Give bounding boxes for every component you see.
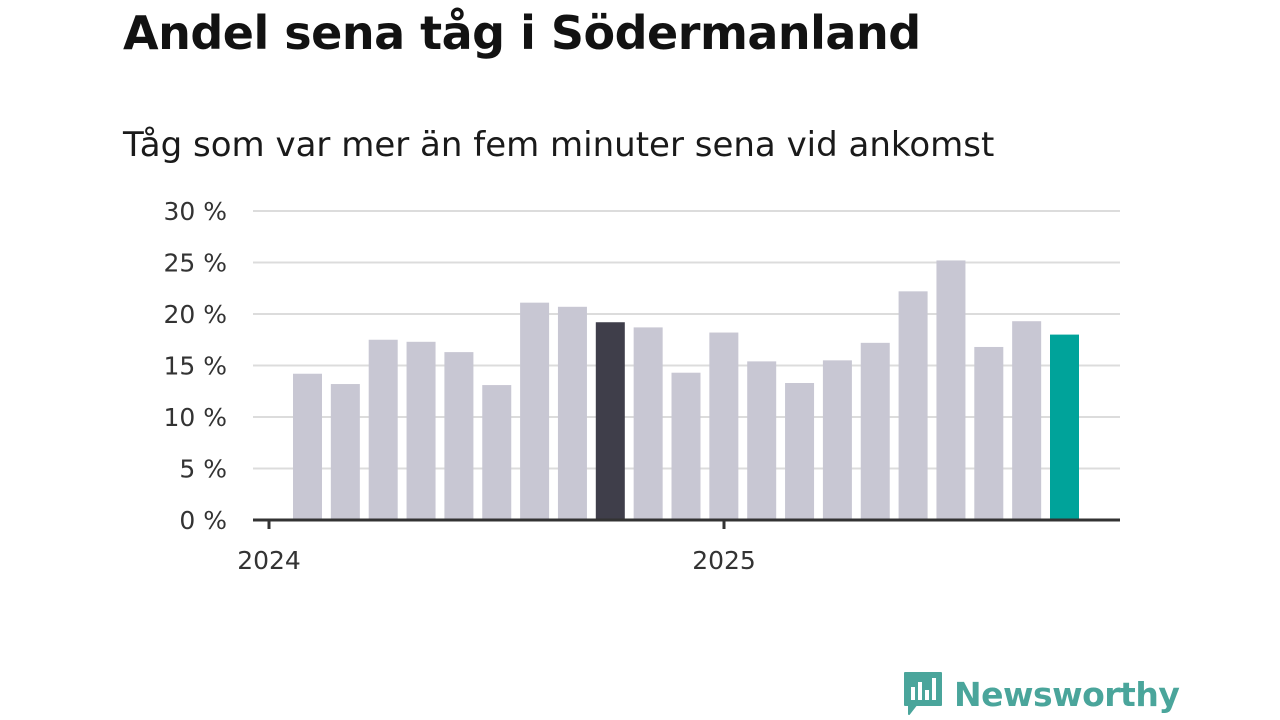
bar-2025-04 (860, 342, 890, 520)
bar-2024-02 (330, 384, 360, 520)
bar-2025-05 (898, 291, 928, 520)
bar-2024-09 (595, 322, 625, 520)
x-tick-label: 2025 (692, 546, 756, 575)
bar-2025-07 (974, 346, 1004, 520)
bar-2024-01 (293, 373, 322, 520)
newsworthy-logo-text: Newsworthy (954, 674, 1180, 714)
bar-2024-07 (520, 302, 550, 520)
bar-2025-01 (747, 361, 777, 520)
bar-2024-08 (557, 306, 587, 520)
bar-2025-03 (822, 360, 852, 520)
y-tick-label: 15 % (163, 352, 227, 381)
bar-2025-06 (936, 260, 966, 520)
bar-2024-03 (368, 339, 398, 520)
x-axis-tick-labels: 2024 2025 (237, 520, 756, 575)
y-axis-tick-labels: 0 % 5 % 10 % 15 % 20 % 25 % 30 % (163, 197, 227, 535)
y-tick-label: 30 % (163, 197, 227, 226)
bar-2025-08 (1012, 321, 1042, 520)
y-tick-label: 25 % (163, 249, 227, 278)
y-tick-label: 10 % (163, 403, 227, 432)
y-tick-label: 5 % (179, 455, 227, 484)
bar-2024-11 (671, 372, 701, 520)
bar-2024-10 (633, 327, 663, 520)
bar-2024-06 (482, 385, 512, 520)
bar-2024-12 (709, 332, 739, 520)
newsworthy-logo: Newsworthy (902, 671, 1180, 717)
bar-chart: 0 % 5 % 10 % 15 % 20 % 25 % 30 % 2024 2025 (163, 197, 1120, 575)
y-tick-label: 20 % (163, 300, 227, 329)
chart-title: Andel sena tåg i Södermanland (123, 6, 921, 60)
bar-2024-04 (406, 341, 436, 520)
bar-2024-05 (444, 352, 474, 520)
chart-subtitle: Tåg som var mer än fem minuter sena vid … (123, 125, 995, 165)
y-tick-label: 0 % (179, 506, 227, 535)
x-tick-label: 2024 (237, 546, 301, 575)
bar-2025-02 (785, 383, 815, 520)
newsworthy-logo-icon (904, 672, 942, 715)
bars (293, 260, 1079, 520)
bar-2025-09 (1050, 334, 1079, 520)
